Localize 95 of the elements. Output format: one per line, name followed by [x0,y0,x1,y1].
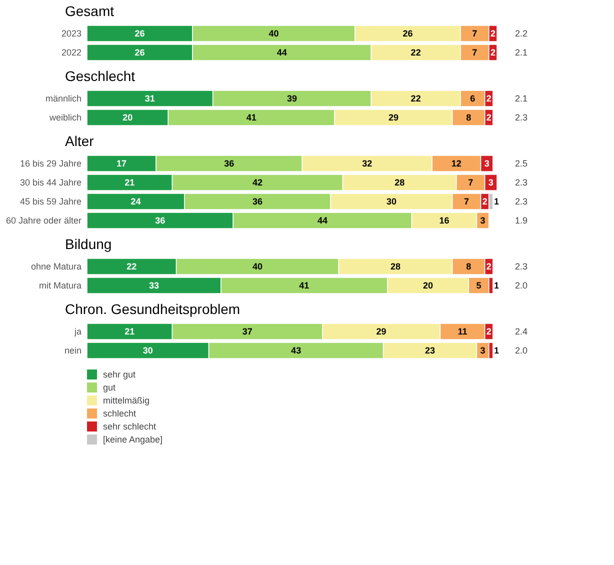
chart-title: Alter [65,133,94,149]
data-label: 12 [451,158,462,168]
text: 2.1 [515,94,528,104]
data-label: 31 [144,94,155,104]
text: 1.9 [515,216,528,226]
data-label: 36 [224,158,234,168]
chart-title: Bildung [65,236,112,252]
data-label: 26 [402,28,413,38]
data-label: 3 [480,346,486,356]
data-label: 44 [276,48,287,58]
data-label: 7 [472,48,478,58]
data-label: 16 [439,216,450,226]
chart-title: Gesamt [65,3,114,19]
data-label: 22 [410,94,421,104]
data-label: 7 [464,196,470,206]
legend-label: mittelmäßig [103,396,150,406]
data-label: 39 [286,94,298,104]
data-label: 2 [490,48,496,58]
data-label: 21 [124,178,135,188]
y-tick-label: mit Matura [38,280,82,290]
text: 2.3 [515,112,528,122]
data-label: 30 [386,196,396,206]
data-label: 8 [466,112,472,122]
data-label: 23 [425,346,436,356]
legend-label: sehr schlecht [103,422,157,432]
data-label: 37 [242,326,252,336]
data-label: 40 [268,28,279,38]
data-label: 22 [126,262,137,272]
data-label: 7 [468,178,474,188]
chart-title: Geschlecht [65,68,136,84]
data-label: 26 [134,28,145,38]
text: 2.0 [515,280,528,290]
data-label: 2 [486,262,492,272]
data-label: 20 [122,112,133,122]
data-label: 5 [476,280,482,290]
text: 2.3 [515,262,528,272]
data-label: 2 [482,196,488,206]
data-label: 3 [488,178,494,188]
y-tick-label: ohne Matura [30,262,82,272]
data-label: 2 [490,28,496,38]
data-label: 30 [142,346,153,356]
data-label: 2 [486,326,492,336]
y-tick-label: 60 Jahre oder älter [6,216,82,226]
data-label: 1 [494,346,499,356]
data-label: 1 [494,196,499,206]
y-tick-label: 45 bis 59 Jahre [20,196,82,206]
legend-label: gut [103,382,116,392]
y-tick-label: 2022 [61,48,82,58]
y-tick-label: 30 bis 44 Jahre [20,178,82,188]
chart-title: Chron. Gesundheitsproblem [65,301,240,317]
data-label: 29 [388,112,398,122]
data-label: 42 [252,178,263,188]
data-label: 11 [458,326,468,336]
legend-label: sehr gut [103,370,136,380]
data-label: 36 [155,216,166,226]
data-label: 24 [130,196,141,206]
data-label: 29 [376,326,386,336]
text: 2.3 [515,178,528,188]
data-label: 36 [252,196,263,206]
text: 2.1 [515,48,528,58]
legend-label: schlecht [103,408,137,418]
data-label: 41 [299,280,310,290]
data-label: 3 [480,216,486,226]
text: 2.2 [515,28,528,38]
text: 2.0 [515,346,528,356]
text: 2.5 [515,158,528,168]
data-label: 40 [252,262,263,272]
y-tick-label: ja [73,326,82,336]
data-label: 7 [472,28,478,38]
data-label: 28 [390,262,401,272]
y-tick-label: nein [64,346,82,356]
data-label: 26 [134,48,145,58]
data-label: 32 [362,158,372,168]
y-tick-label: 2023 [61,28,82,38]
data-label: 21 [124,326,135,336]
legend-label: [keine Angabe] [103,434,163,444]
data-label: 28 [394,178,405,188]
data-label: 3 [484,158,490,168]
y-tick-label: weiblich [48,112,82,122]
data-label: 2 [486,112,492,122]
data-label: 41 [246,112,256,122]
data-label: 22 [410,48,421,58]
data-label: 6 [470,94,476,104]
data-label: 1 [494,280,499,290]
y-tick-label: 16 bis 29 Jahre [20,158,82,168]
text: 2.4 [515,326,528,336]
data-label: 17 [116,158,127,168]
data-label: 44 [317,216,328,226]
data-label: 2 [486,94,492,104]
data-label: 20 [422,280,433,290]
y-tick-label: männlich [45,94,82,104]
data-label: 43 [291,346,302,356]
data-label: 33 [148,280,159,290]
data-label: 8 [466,262,472,272]
text: 2.3 [515,196,528,206]
